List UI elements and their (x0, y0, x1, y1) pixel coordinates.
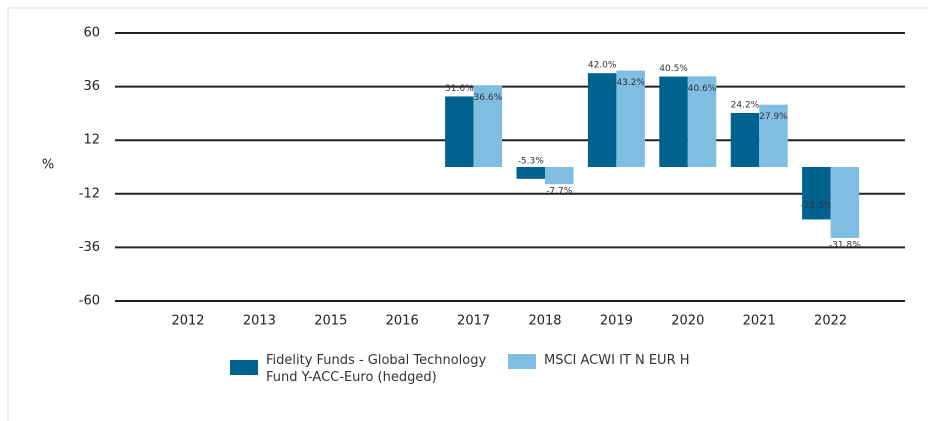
bar (802, 167, 831, 220)
value-label: -7.7% (546, 187, 573, 197)
legend-item: Fidelity Funds - Global Technology Fund … (230, 352, 500, 386)
x-tick-label: 2019 (600, 314, 633, 329)
y-tick-label: -12 (79, 186, 100, 201)
bar (730, 112, 760, 167)
value-label: 40.6% (688, 84, 717, 94)
x-tick-label: 2018 (528, 314, 561, 329)
bar (687, 76, 717, 167)
bar (659, 76, 688, 167)
x-tick-label: 2013 (243, 314, 276, 329)
y-axis-label: % (42, 158, 54, 173)
legend-item: MSCI ACWI IT N EUR H (508, 352, 690, 369)
legend-swatch (230, 360, 258, 375)
value-label: 36.6% (474, 93, 503, 103)
y-tick-label: -60 (79, 294, 100, 309)
bar (516, 167, 545, 179)
value-label: 31.6% (445, 84, 474, 94)
x-tick-label: 2020 (671, 314, 704, 329)
value-label: -31.8% (829, 241, 861, 251)
bar (545, 167, 574, 185)
bar (587, 73, 617, 167)
legend-label: MSCI ACWI IT N EUR H (544, 353, 690, 368)
x-tick-label: 2017 (457, 314, 490, 329)
value-label: 27.9% (759, 112, 788, 122)
bar (616, 70, 645, 167)
x-tick-label: 2021 (743, 314, 776, 329)
x-tick-label: 2022 (814, 314, 847, 329)
legend-label: Fidelity Funds - Global Technology Fund … (266, 353, 487, 385)
bar (445, 96, 474, 167)
legend-swatch (508, 354, 536, 369)
x-tick-label: 2015 (314, 314, 347, 329)
y-tick-label: 12 (83, 133, 100, 148)
value-label: -5.3% (518, 157, 545, 167)
value-label: 42.0% (588, 61, 617, 71)
bar (759, 104, 788, 167)
x-tick-label: 2016 (386, 314, 419, 329)
value-label: 40.5% (659, 64, 688, 74)
bar (473, 85, 503, 167)
x-tick-label: 2012 (171, 314, 204, 329)
y-tick-label: 36 (83, 79, 100, 94)
value-label: -23.5% (800, 201, 832, 211)
y-tick-label: -36 (79, 240, 100, 255)
value-label: 43.2% (616, 78, 645, 88)
y-tick-label: 60 (83, 26, 100, 41)
bar (830, 167, 860, 239)
value-label: 24.2% (731, 100, 760, 110)
